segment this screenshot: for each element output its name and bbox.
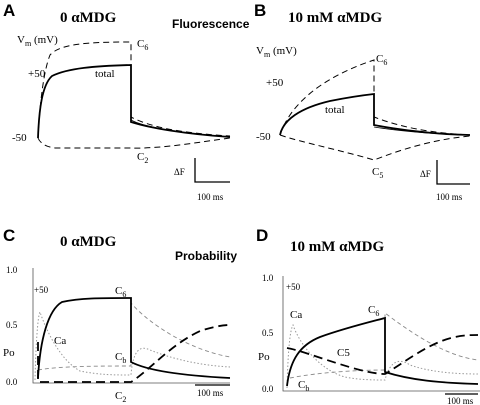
panel-d-plus50: +50 <box>286 282 301 292</box>
panel-b-vm-label: Vm (mV) <box>256 45 297 59</box>
panel-c: C 0 αMDG Probability 1.0 0.5 0.0 Po +50 … <box>3 226 237 404</box>
panel-d-condition: 10 mM αMDG <box>290 239 385 255</box>
panel-c-c2-trace <box>37 324 231 383</box>
panel-b-c5-trace <box>279 134 471 161</box>
panel-b-total-label: total <box>325 104 345 116</box>
panel-a-condition: 0 αMDG <box>60 10 117 26</box>
panel-d-cb-label: Cb <box>298 379 309 393</box>
panel-b-c5-label: C5 <box>372 166 383 180</box>
panel-d-ytick-0: 0.0 <box>262 384 274 394</box>
panel-a-section: Fluorescence <box>172 17 250 31</box>
panel-c-c6-trace <box>37 297 231 379</box>
panel-c-ytick-1: 1.0 <box>6 265 18 275</box>
panel-a-c2-trace <box>37 137 231 149</box>
panel-c-ca-trace <box>34 310 231 381</box>
panel-a-delta-f: ΔF <box>174 167 185 177</box>
panel-b-letter: B <box>254 1 266 20</box>
panel-d-c6-label: C6 <box>368 304 379 318</box>
panel-c-c6-label: C6 <box>115 285 126 299</box>
panel-c-axes <box>32 268 230 384</box>
panel-a-total-trace <box>37 64 231 139</box>
panel-d-ytick-05: 0.5 <box>262 328 274 338</box>
panel-c-condition: 0 αMDG <box>60 234 117 250</box>
panel-b-minus50: -50 <box>256 131 271 143</box>
panel-b-c6-trace <box>279 59 471 136</box>
panel-d-c5-trace <box>286 334 479 375</box>
panel-d: D 10 mM αMDG 1.0 0.5 0.0 Po +50 C6 Ca C5… <box>256 226 480 405</box>
panel-a-total-decay <box>130 119 231 138</box>
panel-d-ytick-1: 1.0 <box>262 273 274 283</box>
panel-b-scale-label: 100 ms <box>436 192 463 202</box>
panel-c-ytick-05: 0.5 <box>6 320 18 330</box>
panel-d-ca-label: Ca <box>290 309 302 321</box>
panel-d-scale-label: 100 ms <box>447 396 474 405</box>
panel-b-scale-bar <box>436 160 470 185</box>
panel-d-ca-trace <box>286 323 479 389</box>
panel-a-c6-trace <box>37 41 231 139</box>
panel-b-total-decay <box>373 126 471 136</box>
panel-c-c2-label: C2 <box>115 390 126 404</box>
panel-b: B 10 mM αMDG Vm (mV) +50 -50 total C6 C5… <box>254 1 471 202</box>
panel-a-letter: A <box>3 1 15 20</box>
panel-d-c6-trace <box>286 316 479 387</box>
panel-b-delta-f: ΔF <box>420 169 431 179</box>
panel-a-scale-label: 100 ms <box>197 192 224 202</box>
panel-c-ytick-0: 0.0 <box>6 377 18 387</box>
panel-d-c5-label: C5 <box>337 347 350 359</box>
panel-c-scale-label: 100 ms <box>197 388 224 398</box>
panel-a-vm-label: Vm (mV) <box>17 34 58 48</box>
panel-c-letter: C <box>3 226 15 245</box>
panel-d-po-label: Po <box>258 351 270 363</box>
panel-c-ca-label: Ca <box>54 335 66 347</box>
panel-b-condition: 10 mM αMDG <box>288 10 383 26</box>
panel-d-axes <box>282 276 480 392</box>
panel-a-c2-label: C2 <box>137 151 148 165</box>
panel-a-plus50: +50 <box>28 68 46 80</box>
panel-a-scale-bar <box>194 158 230 183</box>
panel-a-total-label: total <box>95 68 115 80</box>
panel-c-plus50: +50 <box>34 285 49 295</box>
panel-d-letter: D <box>256 226 268 245</box>
panel-b-c6-label: C6 <box>376 53 387 67</box>
panel-d-cb-trace <box>289 312 479 379</box>
panel-b-total-trace <box>279 92 471 136</box>
panel-a-c6-label: C6 <box>137 38 148 52</box>
panel-c-po-label: Po <box>3 347 15 359</box>
panel-c-cb-label: Cb <box>115 351 126 365</box>
panel-c-section: Probability <box>175 249 237 263</box>
panel-a: A 0 αMDG Fluorescence Vm (mV) +50 -50 to… <box>3 1 250 202</box>
panel-a-minus50: -50 <box>12 132 27 144</box>
panel-b-plus50: +50 <box>266 77 284 89</box>
